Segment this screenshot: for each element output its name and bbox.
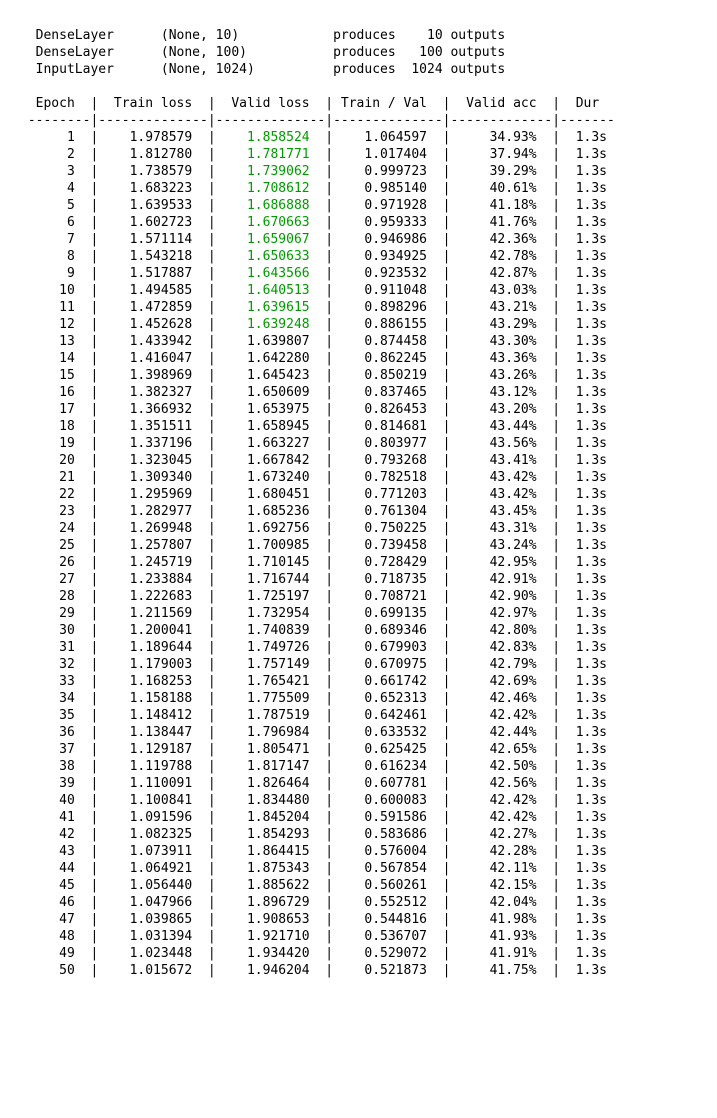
training-log: DenseLayer (None, 10) produces 10 output… xyxy=(20,27,697,979)
